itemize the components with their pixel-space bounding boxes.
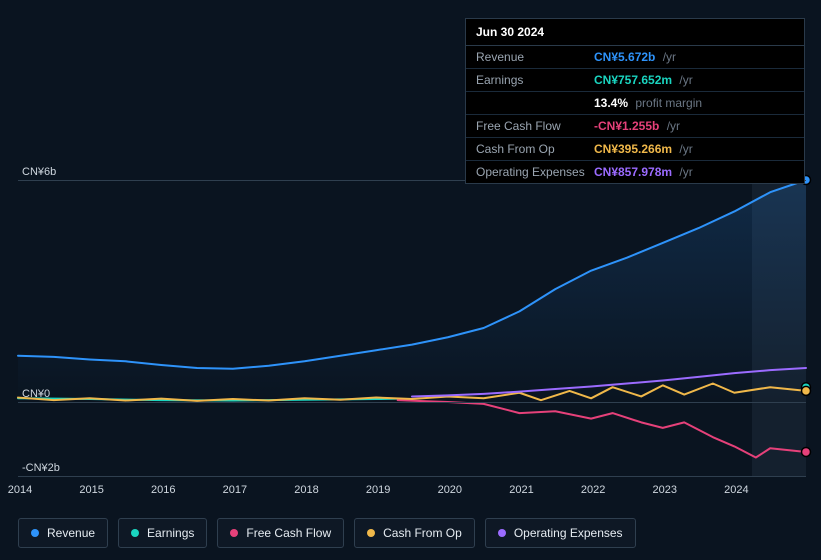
legend-label: Free Cash Flow (246, 526, 331, 540)
chart-lines (18, 180, 806, 476)
x-axis-label: 2018 (294, 484, 318, 496)
legend-swatch (131, 529, 139, 537)
tooltip-label: Revenue (476, 50, 594, 64)
tooltip-row: 13.4% profit margin (466, 92, 804, 115)
tooltip-row: RevenueCN¥5.672b /yr (466, 46, 804, 69)
x-axis-label: 2023 (652, 484, 676, 496)
legend-label: Earnings (147, 526, 194, 540)
tooltip-value: 13.4% profit margin (594, 96, 702, 110)
legend-swatch (230, 529, 238, 537)
x-axis-label: 2014 (8, 484, 32, 496)
x-axis-label: 2022 (581, 484, 605, 496)
y-axis-label: CN¥0 (22, 388, 50, 400)
legend-item-cash-from-op[interactable]: Cash From Op (354, 518, 475, 548)
tooltip-row: EarningsCN¥757.652m /yr (466, 69, 804, 92)
plot-area[interactable] (18, 180, 806, 476)
x-axis-label: 2021 (509, 484, 533, 496)
tooltip-label: Free Cash Flow (476, 119, 594, 133)
y-axis-label: -CN¥2b (22, 462, 60, 474)
tooltip-label: Cash From Op (476, 142, 594, 156)
x-axis-labels: 2014201520162017201820192020202120222023… (20, 484, 811, 502)
tooltip-value: CN¥5.672b /yr (594, 50, 676, 64)
legend-item-free-cash-flow[interactable]: Free Cash Flow (217, 518, 344, 548)
end-marker (802, 386, 811, 395)
legend-label: Operating Expenses (514, 526, 623, 540)
legend-label: Revenue (47, 526, 95, 540)
tooltip-value: -CN¥1.255b /yr (594, 119, 680, 133)
legend: Revenue Earnings Free Cash Flow Cash From O… (18, 518, 636, 548)
gridline (18, 402, 806, 403)
tooltip-date: Jun 30 2024 (466, 19, 804, 46)
tooltip-value: CN¥395.266m /yr (594, 142, 693, 156)
x-axis-label: 2017 (223, 484, 247, 496)
tooltip-value: CN¥757.652m /yr (594, 73, 693, 87)
legend-swatch (498, 529, 506, 537)
x-axis-label: 2024 (724, 484, 748, 496)
chart-tooltip: Jun 30 2024 RevenueCN¥5.672b /yrEarnings… (465, 18, 805, 184)
x-axis-label: 2019 (366, 484, 390, 496)
legend-item-earnings[interactable]: Earnings (118, 518, 207, 548)
tooltip-label: Earnings (476, 73, 594, 87)
tooltip-value: CN¥857.978m /yr (594, 165, 693, 179)
legend-swatch (31, 529, 39, 537)
y-axis-label: CN¥6b (22, 166, 56, 178)
tooltip-row: Free Cash Flow-CN¥1.255b /yr (466, 115, 804, 138)
series-free-cash-flow (398, 400, 806, 457)
legend-item-operating-expenses[interactable]: Operating Expenses (485, 518, 636, 548)
x-axis-label: 2020 (438, 484, 462, 496)
end-marker (802, 447, 811, 456)
tooltip-label: Operating Expenses (476, 165, 594, 179)
gridline (18, 476, 806, 477)
tooltip-row: Cash From OpCN¥395.266m /yr (466, 138, 804, 161)
x-axis-label: 2016 (151, 484, 175, 496)
tooltip-label (476, 96, 594, 110)
legend-swatch (367, 529, 375, 537)
legend-label: Cash From Op (383, 526, 462, 540)
legend-item-revenue[interactable]: Revenue (18, 518, 108, 548)
x-axis-label: 2015 (79, 484, 103, 496)
tooltip-row: Operating ExpensesCN¥857.978m /yr (466, 161, 804, 183)
